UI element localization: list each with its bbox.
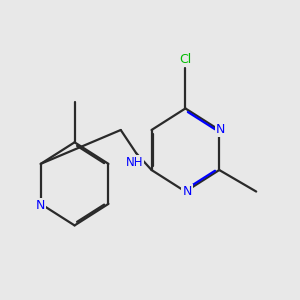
- Text: N: N: [182, 185, 192, 198]
- Text: N: N: [36, 199, 45, 212]
- Text: Cl: Cl: [179, 53, 191, 66]
- Text: N: N: [216, 124, 226, 136]
- Text: NH: NH: [126, 156, 143, 170]
